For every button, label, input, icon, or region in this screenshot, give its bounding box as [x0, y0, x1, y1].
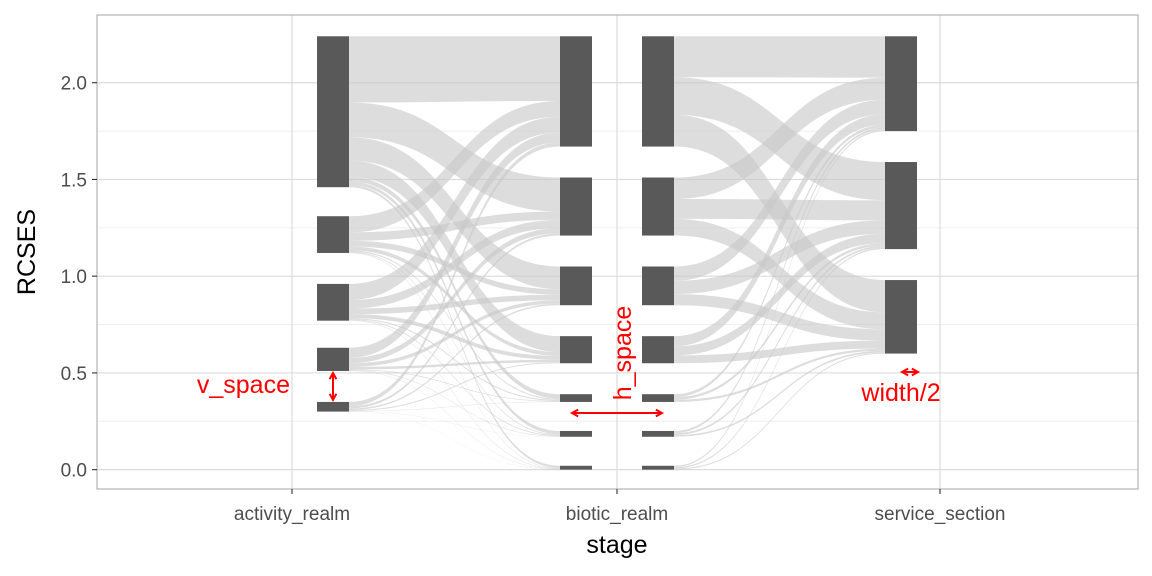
- x-axis-ticks: activity_realm biotic_realm service_sectio…: [234, 489, 1006, 525]
- flow-ribbon: [674, 199, 885, 221]
- stage-node: [317, 36, 349, 188]
- flow-ribbon: [349, 411, 560, 470]
- flow-ribbon: [349, 300, 560, 367]
- flow-ribbon: [349, 102, 560, 212]
- stage-node: [560, 266, 592, 306]
- flow-ribbon: [349, 100, 560, 233]
- flow-ribbon: [349, 116, 560, 301]
- flow-ribbon: [349, 319, 560, 437]
- flow-ribbon: [349, 184, 560, 469]
- stage-node: [317, 347, 349, 371]
- stage-node: [317, 283, 349, 321]
- stage-node: [560, 36, 592, 147]
- flow-ribbon: [674, 220, 885, 295]
- width-half-arrow: [899, 367, 921, 377]
- x-tick-label: service_section: [875, 504, 1006, 525]
- flow-ribbon: [674, 243, 885, 400]
- stage-node: [885, 162, 917, 250]
- flow-ribbon: [674, 127, 885, 434]
- flow-ribbon: [674, 247, 885, 469]
- stage-node: [560, 177, 592, 236]
- y-tick-label: 0.0: [61, 461, 87, 482]
- flow-ribbon: [674, 124, 885, 398]
- y-axis-ticks: 0.0 0.5 1.0 1.5 2.0: [61, 74, 97, 482]
- stage-node: [885, 36, 917, 132]
- flow-ribbon: [349, 246, 560, 356]
- stage-node: [642, 177, 674, 236]
- flow-ribbon: [674, 36, 885, 78]
- flow-ribbon: [674, 352, 885, 470]
- y-axis-title: RCSES: [13, 209, 41, 295]
- flow-ribbon: [349, 251, 560, 436]
- y-tick-label: 0.5: [61, 364, 87, 385]
- stage-node: [560, 465, 592, 470]
- flow-ribbon: [349, 132, 560, 358]
- flow-ribbon: [674, 350, 885, 437]
- flow-ribbon: [349, 250, 560, 400]
- stage-node: [642, 266, 674, 306]
- flow-ribbon: [349, 233, 560, 409]
- flow-ribbon: [349, 228, 560, 364]
- stage-node: [642, 36, 674, 147]
- flow-ribbon: [674, 340, 885, 364]
- stage-node: [560, 394, 592, 402]
- flow-ribbon: [674, 77, 885, 200]
- flow-ribbon: [349, 160, 560, 353]
- flow-ribbons: [349, 36, 885, 470]
- stage-node: [317, 401, 349, 412]
- annotation-layer: v_space h_space width/2: [197, 306, 941, 418]
- flow-ribbon: [674, 348, 885, 402]
- grid-lines: [97, 15, 1138, 489]
- v-space-arrow: [328, 370, 338, 403]
- y-tick-label: 2.0: [61, 74, 87, 95]
- v-space-label: v_space: [197, 371, 290, 399]
- flow-ribbon: [674, 233, 885, 356]
- flow-ribbon: [349, 320, 560, 470]
- flow-ribbon: [349, 252, 560, 469]
- flow-ribbon: [349, 181, 560, 435]
- h-space-arrow: [569, 408, 665, 418]
- flow-ribbon: [349, 176, 560, 399]
- x-tick-label: biotic_realm: [566, 504, 668, 525]
- y-tick-label: 1.0: [61, 267, 87, 288]
- flow-ribbon: [674, 218, 885, 330]
- stage-node: [642, 336, 674, 364]
- stage-node: [317, 216, 349, 253]
- flow-ribbon: [349, 318, 560, 401]
- flow-ribbon: [349, 219, 560, 309]
- flow-ribbon: [349, 370, 560, 437]
- stage-node: [560, 336, 592, 364]
- stage-node: [560, 430, 592, 437]
- flow-ribbon: [349, 370, 560, 470]
- flow-ribbon: [674, 294, 885, 341]
- width-half-label: width/2: [860, 379, 940, 407]
- flow-ribbon: [349, 211, 560, 241]
- h-space-label: h_space: [609, 306, 637, 401]
- y-tick-label: 1.5: [61, 170, 87, 191]
- flow-ribbon: [674, 129, 885, 468]
- flow-ribbon: [349, 359, 560, 370]
- stage-node: [642, 465, 674, 470]
- flow-ribbon: [349, 294, 560, 315]
- x-axis-title: stage: [586, 531, 647, 559]
- flow-ribbon: [349, 314, 560, 360]
- flow-ribbon: [674, 245, 885, 436]
- flow-ribbon: [674, 114, 885, 347]
- flow-ribbon: [349, 401, 560, 412]
- flow-ribbon: [349, 369, 560, 402]
- stage-node: [885, 280, 917, 354]
- stage-node: [642, 394, 674, 402]
- flow-ribbon: [349, 303, 560, 410]
- flow-ribbon: [349, 411, 560, 437]
- flow-ribbon: [349, 36, 560, 103]
- flow-ribbon: [674, 99, 885, 281]
- stage-nodes: [317, 36, 917, 470]
- flow-ribbon: [349, 142, 560, 407]
- flow-ribbon: [349, 362, 560, 411]
- x-tick-label: activity_realm: [234, 504, 350, 525]
- stage-node: [642, 430, 674, 437]
